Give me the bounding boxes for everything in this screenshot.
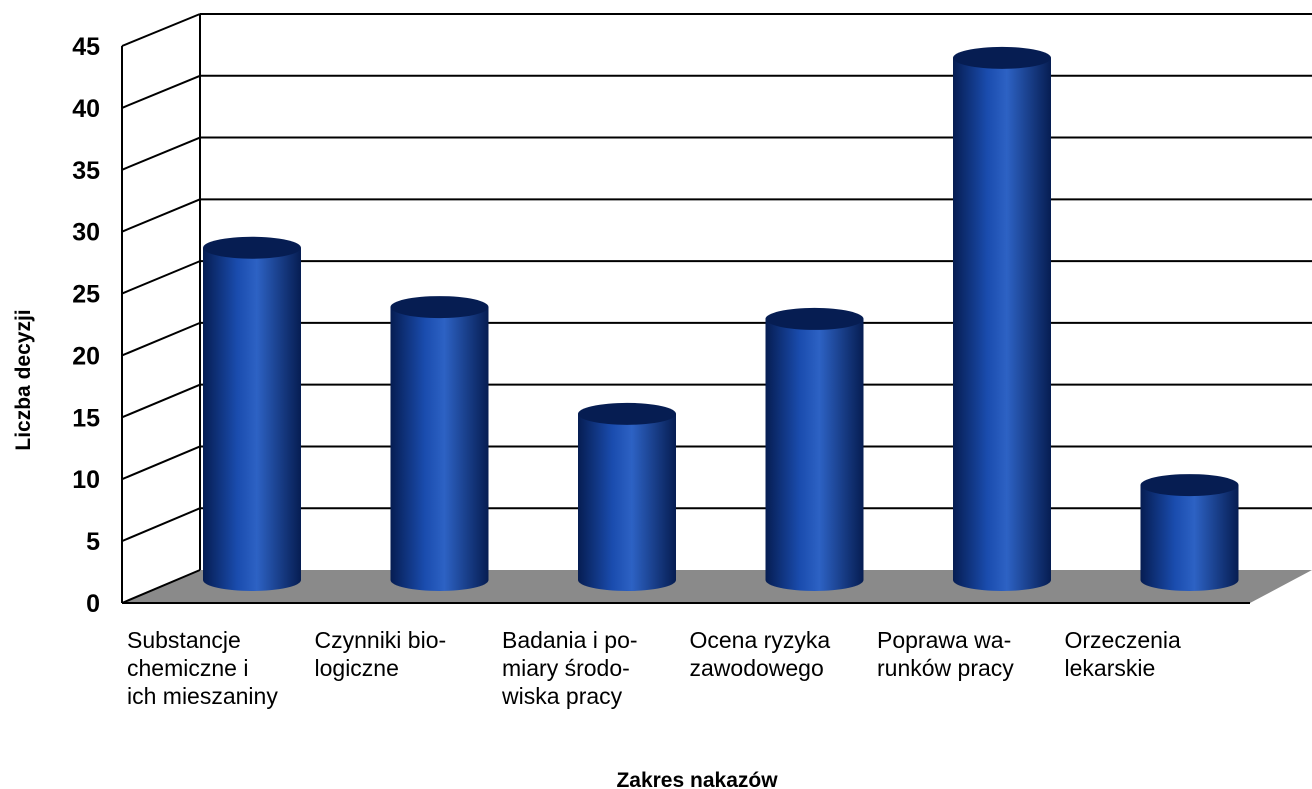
y-tick-label: 35 bbox=[72, 157, 100, 185]
bar-body bbox=[390, 307, 489, 592]
gridline-side bbox=[121, 136, 201, 171]
y-tick-label: 5 bbox=[86, 528, 100, 556]
bar bbox=[203, 236, 301, 591]
bar bbox=[953, 46, 1051, 592]
x-category-label: Substancje chemiczne i ich mieszaniny bbox=[127, 627, 278, 709]
bar-top bbox=[578, 402, 676, 425]
x-axis-categories: Substancje chemiczne i ich mieszaniny Czynn… bbox=[127, 627, 1181, 709]
bar-body bbox=[765, 318, 864, 591]
bar-top bbox=[203, 236, 301, 259]
x-category-label: Orzeczenia lekarskie bbox=[1065, 627, 1182, 681]
bar-body bbox=[203, 247, 301, 591]
gridline-side bbox=[121, 13, 201, 47]
gridline-side bbox=[121, 383, 201, 419]
x-axis-title: Zakres nakazów bbox=[616, 769, 778, 789]
bar-top bbox=[1140, 474, 1239, 497]
bar bbox=[765, 307, 864, 591]
y-axis-title: Liczba decyzji bbox=[12, 309, 35, 450]
bar-body bbox=[1140, 485, 1239, 592]
gridline-side bbox=[121, 507, 201, 543]
y-tick-label: 40 bbox=[72, 95, 100, 123]
bar bbox=[390, 296, 489, 592]
y-tick-label: 45 bbox=[72, 33, 100, 61]
gridline-side bbox=[121, 445, 201, 481]
bar-top bbox=[390, 296, 489, 319]
y-tick-label: 25 bbox=[72, 281, 100, 309]
y-axis-ticks: 0 5 10 15 20 25 30 35 40 45 bbox=[72, 33, 100, 618]
grid bbox=[121, 13, 1312, 603]
bar bbox=[1140, 474, 1239, 592]
bar-top bbox=[765, 307, 864, 330]
y-tick-label: 15 bbox=[72, 404, 100, 432]
x-category-label: Poprawa wa-runków pracy bbox=[877, 627, 1014, 681]
x-category-label: Badania i po-miary środo-wiska pracy bbox=[501, 627, 638, 709]
x-category-label: Czynniki bio-logiczne bbox=[315, 627, 447, 681]
bar-top bbox=[953, 46, 1051, 69]
y-tick-label: 20 bbox=[72, 342, 100, 370]
y-tick-label: 10 bbox=[72, 466, 100, 494]
gridline-side bbox=[121, 321, 201, 357]
bar-body bbox=[953, 57, 1051, 592]
floor-edge bbox=[121, 569, 201, 604]
bars bbox=[203, 46, 1239, 592]
bar-body bbox=[578, 413, 676, 591]
y-tick-label: 0 bbox=[86, 590, 100, 618]
gridline-side bbox=[121, 74, 201, 109]
x-category-label: Ocena ryzyka zawodowego bbox=[690, 627, 831, 681]
gridline-side bbox=[121, 260, 201, 295]
bar bbox=[578, 402, 676, 591]
y-tick-label: 30 bbox=[72, 219, 100, 247]
gridline-side bbox=[121, 198, 201, 233]
